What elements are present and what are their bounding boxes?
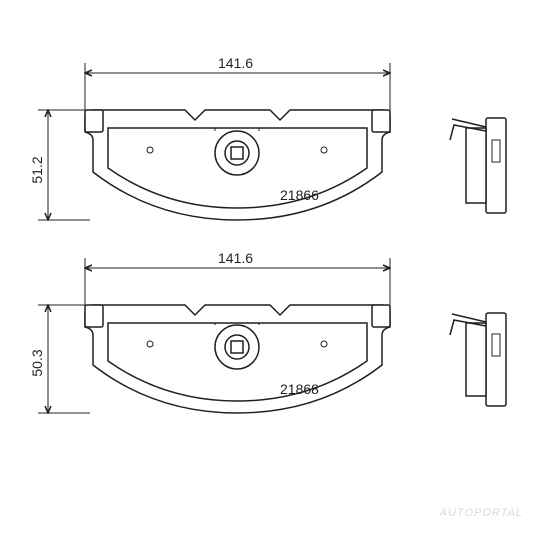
dim-height-bottom-label: 50.3 — [29, 349, 45, 376]
dim-height-bottom: 50.3 — [29, 305, 90, 413]
pad-top-front: 21866 — [85, 110, 390, 220]
dim-width-bottom-label: 141.6 — [218, 250, 253, 266]
drawing-stage: { "drawing": { "type": "engineering-orth… — [0, 0, 537, 537]
pad-bottom-side — [450, 313, 506, 406]
dim-height-top: 51.2 — [29, 110, 90, 220]
dim-height-top-label: 51.2 — [29, 156, 45, 183]
dim-width-bottom: 141.6 — [85, 250, 390, 311]
part-number-bottom: 21868 — [280, 381, 319, 397]
pad-bottom-front: 21868 — [85, 305, 390, 413]
drawing-svg: 141.6 51.2 21866 — [0, 0, 537, 537]
watermark: AUTOPORTAL — [440, 507, 523, 519]
pad-top-side — [450, 118, 506, 213]
part-number-top: 21866 — [280, 187, 319, 203]
dim-width-top-label: 141.6 — [218, 55, 253, 71]
dim-width-top: 141.6 — [85, 55, 390, 116]
